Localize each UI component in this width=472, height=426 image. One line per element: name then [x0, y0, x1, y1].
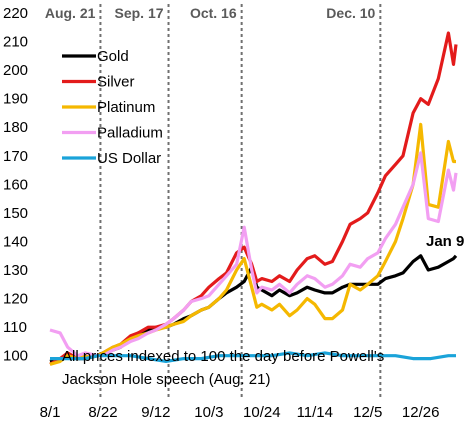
x-tick-label: 11/14: [297, 404, 333, 421]
x-tick-label: 10/3: [194, 404, 223, 421]
event-label: Aug. 21: [45, 5, 96, 21]
series-line-palladium: [49, 151, 458, 358]
event-label: Dec. 10: [326, 5, 375, 21]
y-tick-label: 130: [3, 262, 28, 279]
legend-label: Palladium: [97, 125, 163, 142]
y-tick-label: 220: [3, 5, 28, 22]
x-tick-label: 12/5: [353, 404, 382, 421]
y-tick-label: 120: [3, 291, 28, 308]
legend: Gold Silver Platinum Palladium US Dollar: [62, 48, 163, 167]
series-line-platinum: [49, 122, 456, 366]
legend-label: Gold: [97, 48, 129, 65]
y-tick-label: 160: [3, 176, 28, 193]
y-tick-label: 180: [3, 119, 28, 136]
y-axis: 100 110 120 130 140 150 160 170 180 190 200 210 220: [3, 5, 28, 365]
legend-label: Platinum: [97, 99, 155, 116]
y-tick-label: 190: [3, 91, 28, 108]
annotation-line-2: Jackson Hole speech (Aug. 21): [62, 371, 270, 388]
y-tick-label: 210: [3, 34, 28, 51]
event-label: Sep. 17: [114, 5, 163, 21]
x-tick-label: 8/1: [40, 404, 61, 421]
series-line-us-dollar: [50, 351, 456, 363]
event-lines: Aug. 21 Sep. 17 Oct. 16 Dec. 10: [45, 4, 382, 400]
y-tick-label: 100: [3, 348, 28, 365]
legend-label: US Dollar: [97, 150, 161, 167]
y-tick-label: 110: [3, 319, 27, 336]
x-axis: 8/1 8/22 9/12 10/3 10/24 11/14 12/5 12/26: [40, 404, 440, 421]
x-tick-label: 9/12: [141, 404, 170, 421]
y-tick-label: 200: [3, 62, 28, 79]
end-label: Jan 9: [426, 233, 464, 250]
series-lines: [49, 31, 458, 366]
event-label: Oct. 16: [190, 5, 237, 21]
x-tick-label: 12/26: [402, 404, 440, 421]
legend-label: Silver: [97, 74, 135, 91]
annotation-line-1: All prices indexed to 100 the day before…: [62, 348, 384, 365]
y-tick-label: 150: [3, 205, 28, 222]
x-tick-label: 10/24: [243, 404, 281, 421]
x-tick-label: 8/22: [88, 404, 117, 421]
y-tick-label: 140: [3, 233, 28, 250]
y-tick-label: 170: [3, 148, 28, 165]
